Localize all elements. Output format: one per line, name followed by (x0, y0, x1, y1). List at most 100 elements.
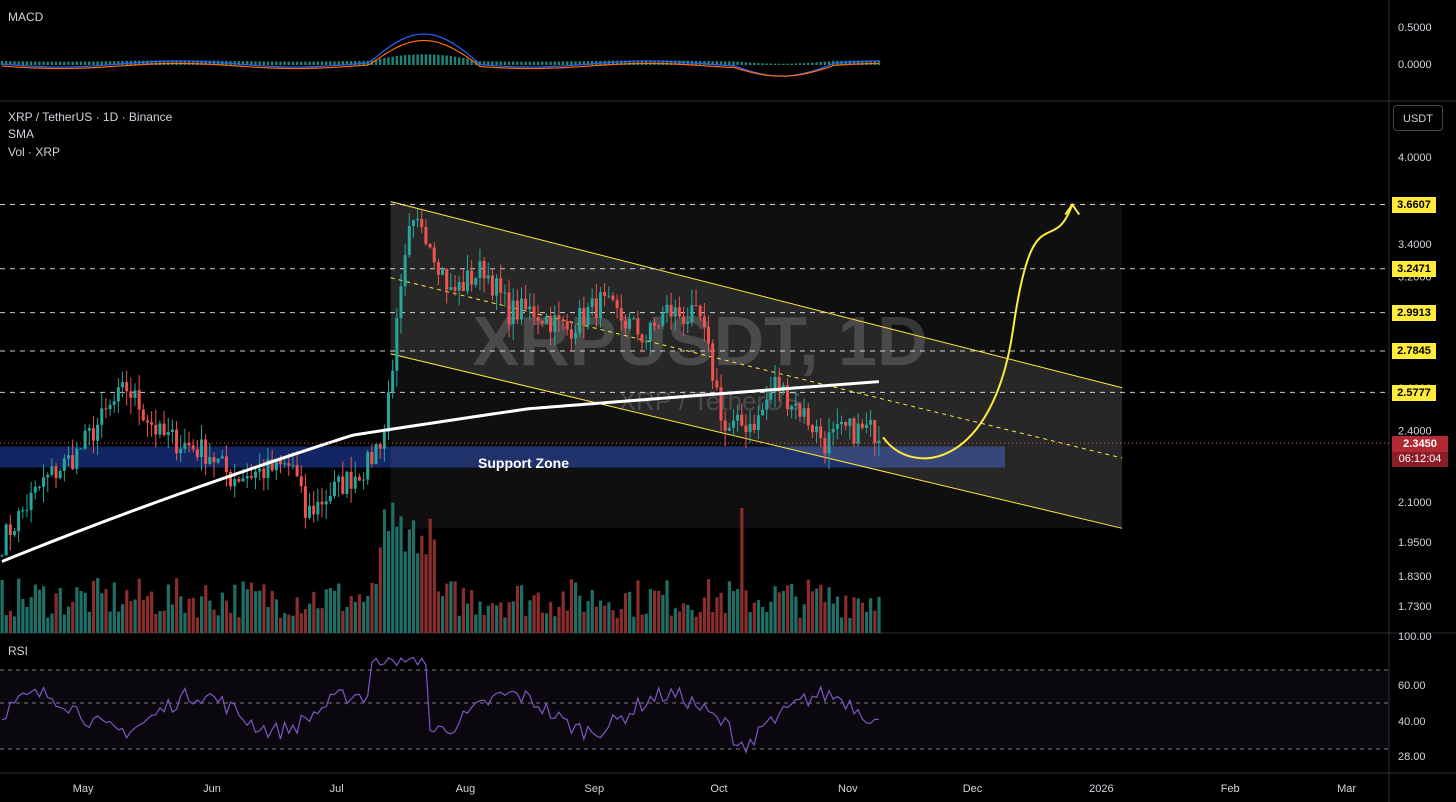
volume-bar (75, 587, 79, 633)
macd-histogram-bar (574, 61, 577, 65)
volume-bar (129, 601, 133, 633)
candle-body (391, 370, 395, 393)
candle-body (299, 476, 303, 487)
candle-body (860, 423, 864, 428)
volume-bar (104, 589, 108, 633)
macd-histogram-bar (528, 61, 532, 65)
candle-body (17, 511, 21, 532)
volume-bar (507, 602, 511, 633)
candle-body (328, 496, 332, 502)
macd-histogram-bar (570, 61, 573, 65)
candle-body (262, 468, 266, 478)
candle-body (532, 306, 536, 318)
macd-histogram-bar (798, 63, 802, 65)
volume-bar (4, 615, 8, 633)
macd-tick-label-1: 0.5000 (1398, 22, 1432, 34)
volume-bar (478, 601, 482, 633)
volume-bar (374, 583, 378, 633)
candle-body (785, 385, 789, 409)
volume-bar (611, 610, 615, 633)
rsi-tick-label-3: 40.00 (1398, 716, 1426, 728)
macd-histogram-bar (516, 61, 519, 65)
candle-body (4, 524, 8, 556)
volume-bar (540, 612, 544, 633)
macd-histogram-bar (312, 61, 315, 65)
volume-bar (445, 583, 449, 633)
candle-body (840, 422, 844, 425)
volume-bar (312, 591, 316, 633)
candle-body (715, 380, 719, 388)
volume-bar (308, 603, 312, 633)
candle-body (752, 423, 756, 430)
sma-legend[interactable]: SMA (8, 127, 35, 141)
candle-body (636, 318, 640, 335)
volume-bar (819, 584, 823, 633)
macd-histogram-bar (865, 60, 868, 65)
candle-body (12, 531, 16, 536)
volume-bar (482, 614, 486, 633)
macd-histogram-bar (283, 61, 286, 65)
candle-body (183, 442, 187, 449)
volume-bar (320, 608, 324, 633)
macd-histogram-bar (815, 62, 818, 65)
macd-histogram-bar (807, 62, 810, 65)
volume-bar (337, 583, 341, 633)
volume-bar (341, 610, 345, 633)
volume-bar (133, 599, 137, 633)
volume-legend[interactable]: Vol · XRP (8, 145, 61, 159)
volume-bar (499, 602, 503, 633)
volume-bar (582, 611, 586, 633)
volume-bar (332, 590, 337, 633)
candle-body (470, 270, 474, 285)
candle-body (245, 476, 249, 479)
volume-bar (33, 584, 37, 633)
candle-body (744, 425, 748, 433)
macd-histogram-bar (42, 61, 45, 65)
symbol-title[interactable]: XRP / TetherUS · 1D · Binance (8, 110, 173, 124)
volume-bar (520, 585, 524, 633)
price-tick-label-2: 3.4000 (1398, 239, 1432, 251)
candle-body (844, 422, 848, 426)
volume-bar (199, 596, 204, 633)
macd-histogram-bar (848, 60, 852, 65)
candle-body (378, 444, 382, 449)
candle-body (445, 268, 449, 290)
candle-body (166, 432, 170, 436)
macd-histogram-bar (50, 61, 54, 65)
macd-histogram-bar (104, 61, 108, 65)
macd-histogram-bar (387, 57, 390, 65)
volume-bar (316, 608, 320, 633)
candle-body (216, 458, 220, 463)
macd-pane-title: MACD (8, 10, 44, 24)
volume-bar (224, 600, 229, 633)
candle-body (873, 420, 877, 444)
macd-histogram-bar (316, 61, 320, 65)
candle-body (598, 292, 602, 319)
volume-bar (245, 589, 249, 633)
volume-bar (515, 585, 520, 633)
macd-histogram-bar (337, 61, 340, 65)
volume-bar (432, 539, 436, 633)
candle-body (644, 341, 648, 343)
volume-bar (748, 612, 752, 633)
macd-histogram-bar (179, 60, 182, 65)
candle-body (116, 387, 120, 402)
volume-bar (781, 590, 786, 633)
macd-histogram-bar (150, 60, 153, 65)
time-axis-label-11: Mar (1337, 783, 1356, 795)
macd-histogram-bar (669, 60, 673, 65)
candle-body (856, 423, 860, 444)
volume-bar (158, 611, 162, 633)
candle-body (457, 282, 461, 291)
volume-bar (58, 588, 62, 633)
volume-bar (8, 610, 13, 633)
macd-histogram-bar (354, 60, 357, 65)
candle-body (831, 428, 835, 433)
candle-body (694, 304, 698, 306)
volume-bar (806, 579, 810, 633)
volume-bar (162, 610, 166, 633)
candle-body (241, 478, 245, 482)
macd-histogram-bar (324, 61, 328, 65)
candle-body (565, 321, 569, 330)
currency-unit-button[interactable]: USDT (1393, 105, 1443, 131)
